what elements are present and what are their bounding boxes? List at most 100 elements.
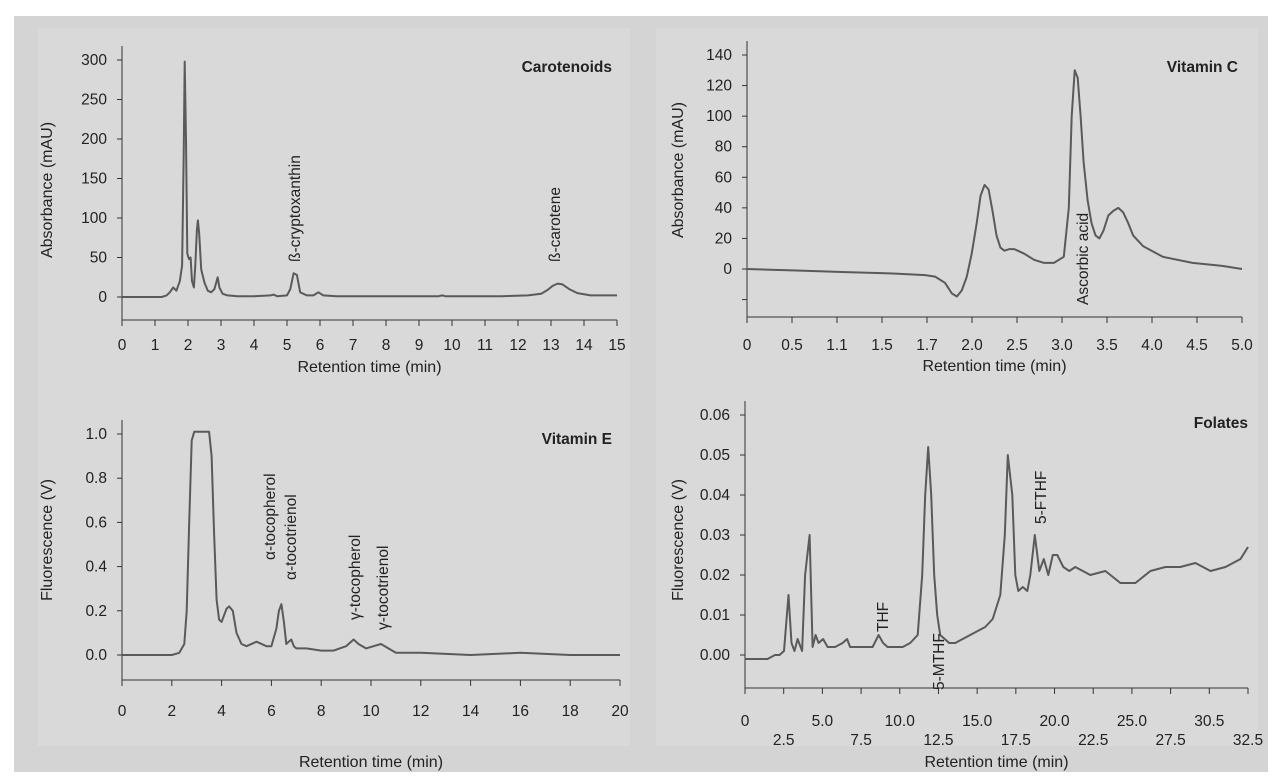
chart-title: Carotenoids [522, 59, 612, 76]
x-tick-label: 10.0 [885, 713, 916, 730]
x-tick-label: 15 [608, 337, 625, 354]
y-tick-label: 200 [81, 131, 107, 148]
x-tick-label: 1.7 [916, 337, 938, 354]
x-tick-label: 8 [317, 703, 326, 720]
x-tick-label: 0 [118, 337, 127, 354]
y-tick-label: 0 [723, 261, 732, 278]
peak-annotation: α-tocopherol [262, 473, 279, 560]
y-tick-label: 0.00 [700, 647, 731, 664]
x-tick-label: 4 [217, 703, 226, 720]
y-tick-label: 0 [98, 289, 107, 306]
x-tick-label: 4.0 [1141, 337, 1163, 354]
x-tick-label: 12.5 [923, 732, 953, 749]
x-tick-label: 17.5 [1001, 732, 1031, 749]
x-tick-label: 6 [316, 337, 325, 354]
y-tick-label: 100 [81, 210, 107, 227]
x-tick-label: 3.0 [1051, 337, 1073, 354]
y-axis-label: Absorbance (mAU) [39, 122, 56, 258]
peak-annotation: γ-tocotrienol [375, 546, 392, 630]
y-tick-label: 60 [715, 169, 733, 186]
y-tick-label: 250 [81, 92, 107, 109]
x-tick-label: 3.5 [1096, 337, 1118, 354]
y-tick-label: 80 [715, 139, 733, 156]
y-tick-label: 0.6 [85, 514, 107, 531]
x-tick-label: 2 [167, 703, 176, 720]
series-line [122, 430, 620, 656]
x-tick-label: 1 [151, 337, 160, 354]
x-tick-label: 1.1 [826, 337, 848, 354]
y-axis-label: Absorbance (mAU) [670, 102, 687, 238]
x-tick-label: 1.5 [871, 337, 893, 354]
x-tick-label: 10 [443, 337, 461, 354]
y-tick-label: 0.2 [85, 603, 107, 620]
x-axis-label: Retention time (min) [922, 358, 1066, 375]
x-tick-label: 5 [283, 337, 292, 354]
series-line [745, 446, 1249, 660]
x-tick-label: 13 [542, 337, 559, 354]
series-line [746, 69, 1243, 298]
x-axis-label: Retention time (min) [299, 754, 443, 771]
y-tick-label: 150 [81, 171, 107, 188]
x-tick-label: 2 [184, 337, 193, 354]
peak-annotation: Ascorbic acid [1075, 213, 1092, 305]
y-tick-label: 0.8 [85, 470, 107, 487]
x-tick-label: 12 [509, 337, 526, 354]
y-tick-label: 0.04 [700, 487, 731, 504]
y-tick-label: 120 [706, 78, 732, 95]
x-tick-label: 14 [462, 703, 480, 720]
x-tick-label: 4.5 [1186, 337, 1208, 354]
chart-title: Folates [1194, 415, 1248, 432]
x-tick-label: 14 [575, 337, 593, 354]
chart-title: Vitamin C [1167, 59, 1238, 76]
x-tick-label: 16 [512, 703, 529, 720]
x-tick-label: 30.5 [1194, 713, 1224, 730]
y-tick-label: 300 [81, 52, 107, 69]
x-tick-label: 4 [250, 337, 259, 354]
x-tick-label: 5.0 [812, 713, 834, 730]
x-tick-label: 15.0 [962, 713, 993, 730]
peak-annotation: 5-FTHF [1033, 471, 1050, 524]
x-tick-label: 3 [217, 337, 226, 354]
x-tick-label: 8 [382, 337, 391, 354]
x-tick-label: 11 [477, 337, 493, 354]
chart-title: Vitamin E [542, 431, 612, 448]
y-tick-label: 0.02 [700, 567, 730, 584]
series-line [122, 60, 617, 298]
y-axis-label: Fluorescence (V) [670, 479, 687, 601]
chart-panel-1: 0 20 40 60 80 100 120 140 0 0.5 1.1 1.5 1.7 2.0 2.5 3.0… [670, 41, 1253, 375]
x-tick-label: 0 [741, 713, 750, 730]
peak-annotation: ß-carotene [547, 187, 564, 262]
y-tick-label: 0.0 [85, 647, 107, 664]
x-tick-label: 27.5 [1156, 732, 1186, 749]
x-tick-label: 2.0 [961, 337, 983, 354]
y-tick-label: 0.06 [700, 407, 730, 424]
y-tick-label: 1.0 [85, 426, 107, 443]
x-axis-label: Retention time (min) [297, 359, 441, 376]
y-tick-label: 140 [706, 47, 732, 64]
x-tick-label: 0 [118, 703, 127, 720]
peak-annotation: γ-tocopherol [347, 535, 364, 620]
x-tick-label: 7 [349, 337, 358, 354]
y-tick-label: 50 [90, 250, 108, 267]
x-tick-label: 18 [562, 703, 579, 720]
x-tick-label: 20 [611, 703, 629, 720]
y-tick-label: 100 [706, 108, 732, 125]
y-tick-label: 0.05 [700, 447, 730, 464]
y-axis-label: Fluorescence (V) [39, 479, 56, 601]
x-tick-label: 6 [267, 703, 276, 720]
x-tick-label: 2.5 [1006, 337, 1028, 354]
peak-annotation: 5-MTHF [931, 633, 948, 690]
chart-panel-3: 0.00 0.01 0.02 0.03 0.04 0.05 0.06 0 2.5 5.0 7.5 10… [670, 401, 1263, 771]
x-tick-label: 22.5 [1078, 732, 1108, 749]
y-tick-label: 0.01 [700, 607, 730, 624]
peak-annotation: ß-cryptoxanthin [287, 155, 304, 262]
x-tick-label: 2.5 [773, 732, 795, 749]
peak-annotation: THF [875, 602, 892, 632]
x-tick-label: 5.0 [1231, 337, 1253, 354]
x-tick-label: 20.0 [1039, 713, 1070, 730]
x-tick-label: 32.5 [1233, 732, 1263, 749]
